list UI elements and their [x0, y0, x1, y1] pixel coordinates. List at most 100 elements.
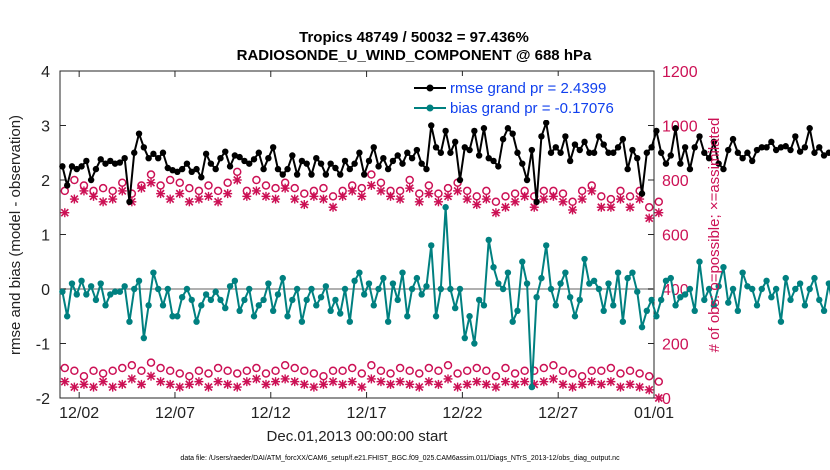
rmse-point	[801, 144, 809, 151]
obs-possible-marker	[156, 363, 165, 373]
bias-point	[360, 291, 368, 298]
obs-assimilated-marker	[539, 194, 549, 204]
obs-assimilated-marker	[117, 186, 127, 196]
obs-assimilated-marker	[481, 194, 491, 204]
x-tick-label: 12/12	[251, 405, 291, 422]
rmse-point	[768, 138, 775, 146]
obs-possible-marker	[280, 178, 290, 187]
rmse-point	[653, 127, 660, 135]
rmse-point	[370, 144, 377, 151]
obs-possible-marker	[367, 361, 376, 370]
obs-assimilated-marker	[261, 191, 271, 201]
obs-possible-marker	[108, 186, 117, 196]
rmse-point	[595, 133, 603, 140]
rmse-point	[87, 176, 95, 184]
obs-assimilated-marker	[548, 374, 558, 384]
rmse-point	[519, 160, 526, 167]
obs-assimilated-marker	[213, 377, 223, 387]
bias-point	[59, 288, 66, 295]
bias-point	[605, 280, 612, 287]
obs-possible-marker	[654, 197, 664, 207]
bias-point	[428, 242, 435, 249]
obs-assimilated-marker	[60, 377, 70, 387]
rmse-point	[135, 130, 143, 137]
obs-possible-marker	[223, 366, 232, 375]
obs-possible-marker	[539, 363, 549, 373]
rmse-point	[279, 171, 286, 178]
y-axis-left-label: rmse and bias (model - observation)	[7, 115, 24, 355]
x-tick-label: 12/17	[347, 405, 387, 422]
obs-assimilated-marker	[539, 377, 549, 387]
obs-possible-marker	[156, 181, 165, 190]
obs-possible-marker	[165, 366, 175, 375]
bias-point	[461, 334, 468, 342]
obs-assimilated-marker	[635, 382, 645, 392]
obs-possible-marker	[271, 183, 280, 193]
bias-point	[715, 283, 722, 290]
bias-point	[763, 277, 770, 285]
obs-assimilated-marker	[654, 208, 664, 218]
bias-point	[820, 307, 828, 314]
obs-assimilated-marker	[433, 197, 443, 207]
bias-point	[514, 307, 521, 314]
obs-possible-marker	[520, 366, 529, 375]
rmse-point	[111, 160, 119, 167]
obs-assimilated-marker	[194, 194, 204, 204]
rmse-point	[437, 149, 445, 156]
rmse-point	[787, 146, 794, 154]
y-left-tick-label: 2	[41, 173, 50, 190]
obs-possible-marker	[549, 186, 558, 196]
bias-point	[581, 255, 588, 263]
bias-point	[571, 313, 579, 320]
bias-point	[768, 293, 775, 301]
rmse-point	[222, 148, 229, 155]
obs-assimilated-marker	[146, 178, 156, 188]
bias-point	[432, 313, 440, 320]
obs-assimilated-marker	[596, 379, 606, 389]
obs-assimilated-marker	[453, 382, 463, 392]
rmse-point	[686, 165, 694, 173]
rmse-point	[246, 160, 253, 167]
rmse-point	[260, 165, 267, 173]
bias-point	[107, 291, 114, 298]
obs-assimilated-marker	[395, 377, 405, 387]
bias-point	[274, 291, 282, 298]
rmse-point	[576, 146, 583, 154]
rmse-point	[461, 144, 468, 151]
bias-point	[806, 285, 813, 293]
obs-possible-marker	[434, 366, 443, 375]
bias-point	[485, 236, 492, 244]
obs-possible-marker	[644, 203, 654, 212]
obs-assimilated-marker	[357, 382, 367, 392]
rmse-point	[777, 144, 785, 151]
bias-point	[452, 304, 459, 312]
rmse-point	[193, 165, 200, 173]
obs-possible-marker	[434, 189, 443, 198]
obs-possible-marker	[443, 183, 453, 193]
obs-assimilated-marker	[376, 377, 386, 387]
obs-assimilated-marker	[108, 194, 118, 204]
rmse-point	[308, 171, 315, 178]
bias-point	[140, 334, 148, 342]
x-tick-label: 12/07	[155, 405, 195, 422]
obs-assimilated-marker	[156, 189, 166, 199]
obs-possible-marker	[319, 371, 328, 381]
rmse-point	[557, 149, 564, 156]
obs-possible-marker	[261, 181, 271, 190]
obs-possible-marker	[376, 366, 386, 375]
bias-point	[269, 307, 277, 314]
bias-point	[83, 291, 90, 298]
obs-possible-marker	[654, 377, 664, 386]
obs-assimilated-marker	[204, 191, 213, 201]
bias-point	[198, 302, 205, 309]
obs-possible-marker	[242, 366, 252, 375]
bias-point	[413, 274, 421, 282]
obs-possible-marker	[491, 197, 501, 207]
obs-possible-marker	[338, 186, 347, 196]
rmse-point	[63, 182, 71, 189]
obs-possible-marker	[252, 175, 261, 185]
bias-point	[351, 277, 358, 285]
bias-point	[782, 274, 789, 282]
bias-point	[78, 277, 85, 285]
obs-possible-marker	[415, 189, 424, 198]
